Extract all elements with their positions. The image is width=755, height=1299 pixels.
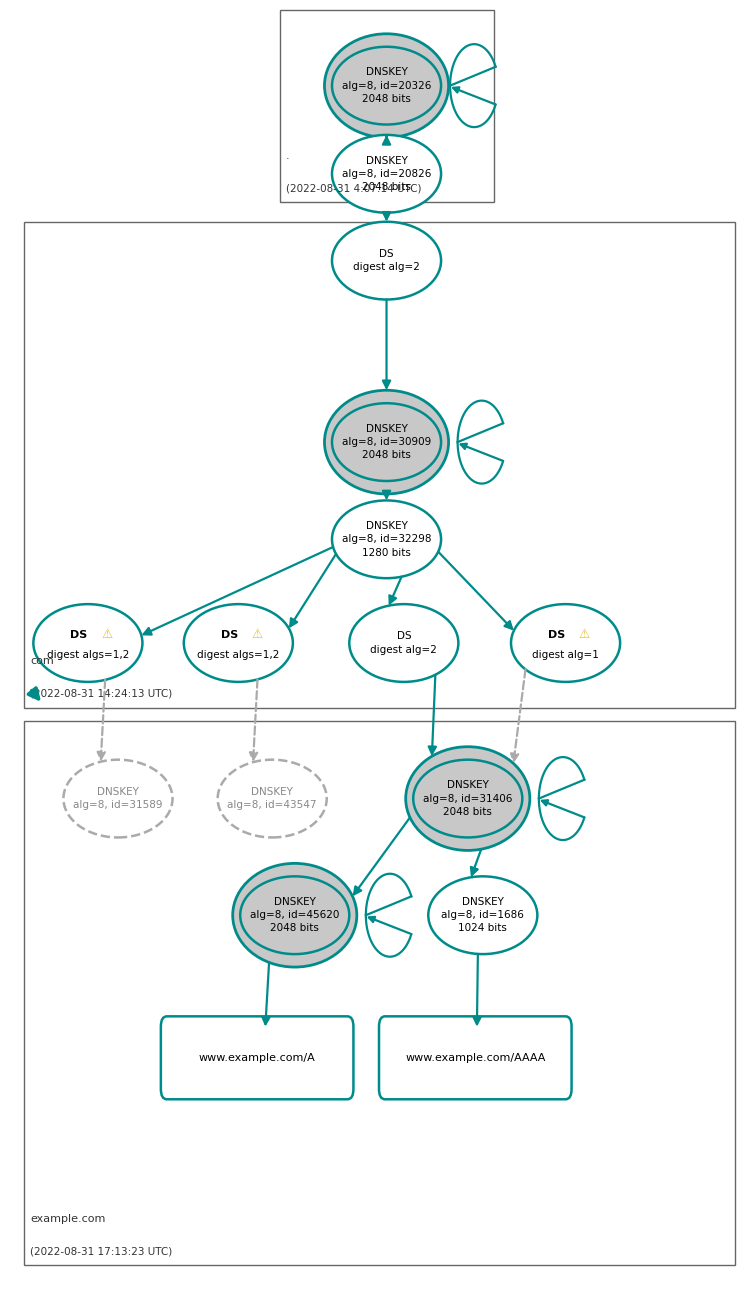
Text: DNSKEY
alg=8, id=20826
2048 bits: DNSKEY alg=8, id=20826 2048 bits	[342, 156, 431, 192]
Ellipse shape	[183, 604, 293, 682]
Text: DNSKEY
alg=8, id=20326
2048 bits: DNSKEY alg=8, id=20326 2048 bits	[342, 68, 431, 104]
Ellipse shape	[233, 864, 357, 966]
Text: (2022-08-31 17:13:23 UTC): (2022-08-31 17:13:23 UTC)	[30, 1246, 172, 1256]
Ellipse shape	[332, 47, 441, 125]
Text: digest alg=1: digest alg=1	[532, 651, 599, 660]
FancyArrowPatch shape	[390, 577, 402, 603]
Text: DNSKEY
alg=8, id=45620
2048 bits: DNSKEY alg=8, id=45620 2048 bits	[250, 898, 340, 934]
Ellipse shape	[217, 760, 327, 838]
Text: digest algs=1,2: digest algs=1,2	[47, 651, 129, 660]
Text: DS
digest alg=2: DS digest alg=2	[371, 631, 437, 655]
Text: DS: DS	[220, 630, 238, 639]
Text: ⚠: ⚠	[251, 629, 263, 642]
Text: DNSKEY
alg=8, id=31406
2048 bits: DNSKEY alg=8, id=31406 2048 bits	[423, 781, 513, 817]
Ellipse shape	[332, 135, 441, 213]
FancyArrowPatch shape	[143, 547, 333, 634]
FancyArrowPatch shape	[511, 669, 525, 761]
Text: ⚠: ⚠	[579, 629, 590, 642]
Text: DS
digest alg=2: DS digest alg=2	[353, 249, 420, 273]
FancyArrowPatch shape	[97, 679, 105, 759]
Ellipse shape	[332, 222, 441, 300]
Text: ⚠: ⚠	[101, 629, 112, 642]
Text: DNSKEY
alg=8, id=31589: DNSKEY alg=8, id=31589	[73, 787, 163, 811]
Ellipse shape	[350, 604, 458, 682]
FancyArrowPatch shape	[383, 136, 390, 144]
Ellipse shape	[428, 877, 538, 953]
Ellipse shape	[325, 34, 448, 138]
FancyArrowPatch shape	[383, 212, 390, 220]
FancyBboxPatch shape	[379, 1016, 572, 1099]
Ellipse shape	[332, 500, 441, 578]
FancyBboxPatch shape	[24, 222, 735, 708]
Ellipse shape	[33, 604, 143, 682]
Ellipse shape	[413, 760, 522, 838]
Ellipse shape	[332, 403, 441, 481]
Text: com: com	[30, 656, 54, 666]
FancyArrowPatch shape	[471, 850, 481, 876]
Text: DS: DS	[548, 630, 565, 639]
Text: example.com: example.com	[30, 1213, 106, 1224]
Text: digest algs=1,2: digest algs=1,2	[197, 651, 279, 660]
Ellipse shape	[63, 760, 173, 838]
Text: www.example.com/AAAA: www.example.com/AAAA	[405, 1052, 545, 1063]
FancyArrowPatch shape	[461, 444, 503, 461]
Text: www.example.com/A: www.example.com/A	[199, 1052, 316, 1063]
Text: DNSKEY
alg=8, id=30909
2048 bits: DNSKEY alg=8, id=30909 2048 bits	[342, 423, 431, 460]
FancyArrowPatch shape	[473, 953, 481, 1024]
FancyArrowPatch shape	[354, 817, 410, 894]
Text: DNSKEY
alg=8, id=1686
1024 bits: DNSKEY alg=8, id=1686 1024 bits	[442, 898, 524, 934]
FancyArrowPatch shape	[542, 800, 584, 817]
FancyArrowPatch shape	[429, 674, 436, 753]
Ellipse shape	[405, 747, 530, 851]
FancyArrowPatch shape	[369, 917, 411, 934]
Text: (2022-08-31 4:07:14 UTC): (2022-08-31 4:07:14 UTC)	[285, 183, 421, 194]
Text: DNSKEY
alg=8, id=32298
1280 bits: DNSKEY alg=8, id=32298 1280 bits	[342, 521, 431, 557]
FancyArrowPatch shape	[250, 679, 257, 760]
FancyArrowPatch shape	[438, 552, 512, 629]
FancyBboxPatch shape	[279, 10, 494, 203]
Text: (2022-08-31 14:24:13 UTC): (2022-08-31 14:24:13 UTC)	[30, 688, 172, 699]
FancyArrowPatch shape	[290, 553, 336, 626]
FancyBboxPatch shape	[161, 1016, 353, 1099]
FancyArrowPatch shape	[453, 87, 495, 104]
Ellipse shape	[240, 877, 350, 953]
Ellipse shape	[325, 390, 448, 494]
FancyArrowPatch shape	[383, 300, 390, 388]
FancyArrowPatch shape	[383, 491, 390, 498]
Text: DNSKEY
alg=8, id=43547: DNSKEY alg=8, id=43547	[227, 787, 317, 811]
FancyArrowPatch shape	[262, 963, 270, 1024]
FancyBboxPatch shape	[24, 721, 735, 1265]
Text: DS: DS	[70, 630, 88, 639]
Ellipse shape	[511, 604, 620, 682]
Text: .: .	[285, 151, 289, 161]
